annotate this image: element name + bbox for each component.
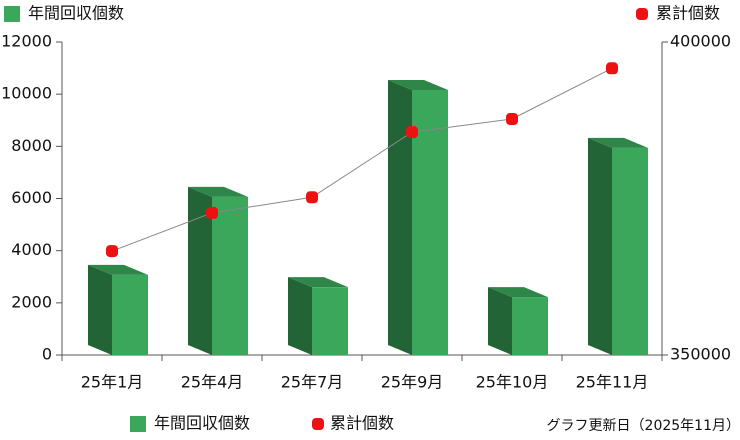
y-tick-label: 4000 xyxy=(11,240,52,259)
legend-swatch xyxy=(130,416,146,432)
bar-side xyxy=(588,137,612,355)
bar xyxy=(212,196,248,355)
y-tick-label: 10000 xyxy=(1,84,52,103)
y2-tick-label: 350000 xyxy=(670,345,731,364)
bar-top xyxy=(488,287,548,298)
bar-side xyxy=(188,186,212,355)
y-tick-label: 6000 xyxy=(11,188,52,207)
legend-swatch xyxy=(312,418,324,430)
bar xyxy=(612,147,648,355)
legend-swatch xyxy=(636,8,648,20)
bar-top xyxy=(88,264,148,275)
bar-top xyxy=(388,79,448,90)
update-note: グラフ更新日（2025年11月） xyxy=(547,418,740,434)
x-tick-label: 25年10月 xyxy=(476,373,549,392)
bar-side xyxy=(88,264,112,355)
marker xyxy=(106,245,118,258)
x-tick-label: 25年1月 xyxy=(81,373,144,392)
marker xyxy=(206,206,218,219)
marker xyxy=(506,112,518,125)
y-tick-label: 0 xyxy=(42,345,52,364)
bar xyxy=(312,287,348,355)
bar-top xyxy=(288,277,348,288)
x-tick-label: 25年7月 xyxy=(281,373,344,392)
bar xyxy=(512,297,548,355)
bar-side xyxy=(288,277,312,355)
bar xyxy=(112,274,148,355)
legend-label: 年間回収個数 xyxy=(28,4,124,23)
y2-tick-label: 400000 xyxy=(670,32,731,51)
legend-label: 累計個数 xyxy=(656,4,720,23)
marker xyxy=(406,126,418,139)
bar-top xyxy=(188,186,248,197)
y-tick-label: 2000 xyxy=(11,292,52,311)
y-tick-label: 8000 xyxy=(11,136,52,155)
y-tick-label: 12000 xyxy=(1,32,52,51)
bar-side xyxy=(488,287,512,355)
marker xyxy=(306,191,318,204)
legend-label: 年間回収個数 xyxy=(154,414,250,433)
legend-swatch xyxy=(4,6,20,22)
x-tick-label: 25年9月 xyxy=(381,373,444,392)
marker xyxy=(606,62,618,75)
x-tick-label: 25年4月 xyxy=(181,373,244,392)
x-tick-label: 25年11月 xyxy=(576,373,649,392)
legend-label: 累計個数 xyxy=(330,414,394,433)
bar-top xyxy=(588,137,648,148)
line xyxy=(111,67,613,252)
bar-side xyxy=(388,79,412,355)
